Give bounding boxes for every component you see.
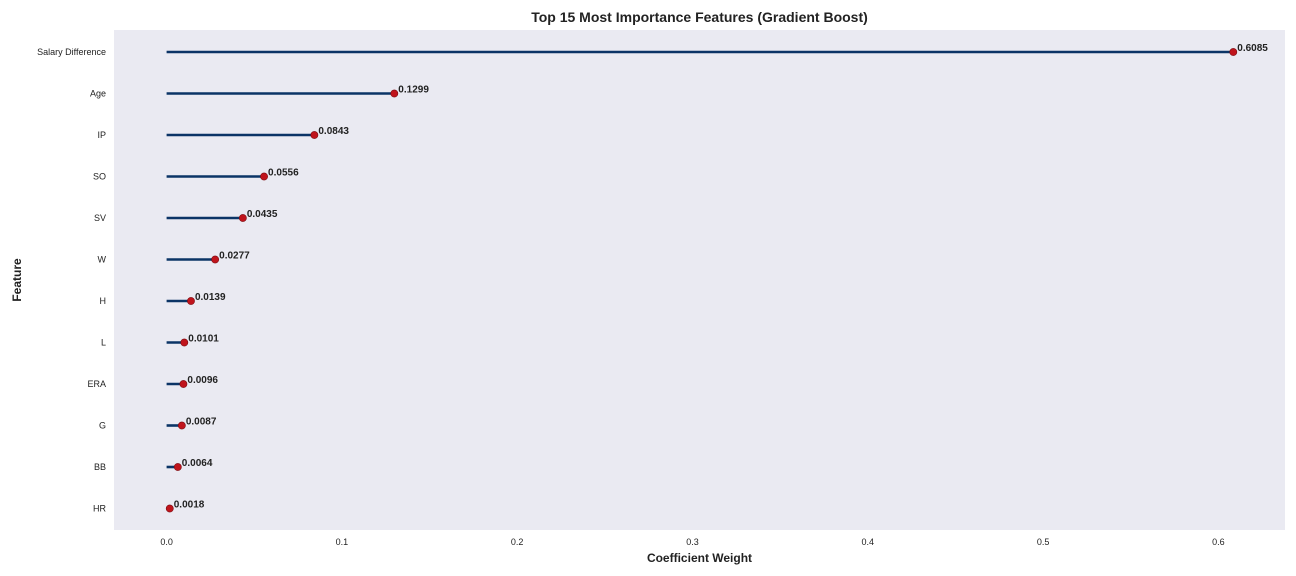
y-tick-label: L [101,338,106,348]
x-axis-label: Coefficient Weight [647,551,752,565]
value-label: 0.6085 [1237,43,1268,54]
marker-sv [238,214,247,222]
value-label: 0.0556 [268,168,299,179]
value-label: 0.0843 [318,126,349,137]
y-tick-label: IP [97,130,106,140]
marker-l [180,338,189,347]
value-label: 0.1299 [398,85,429,96]
value-labels-layer: 0.6085 0.1299 0.0843 0.0556 0.0435 0.0277 0.01… [174,43,1269,511]
x-tick-label: 0.1 [336,537,349,547]
x-tick-label: 0.6 [1212,537,1225,547]
y-tick-label: SV [94,213,106,223]
y-tick-label: Salary Difference [37,47,106,57]
value-label: 0.0096 [187,375,218,386]
marker-g [177,421,186,430]
y-axis-label: Feature [10,258,24,302]
value-label: 0.0139 [195,292,226,303]
value-label: 0.0435 [247,209,278,220]
marker-bb [173,463,182,471]
marker-h [187,297,195,305]
marker-ip [310,131,319,139]
marker-hr [165,504,174,513]
plot-area [114,30,1285,530]
x-tick-label: 0.0 [160,537,173,547]
value-label: 0.0018 [174,500,205,511]
y-tick-label: BB [94,462,106,472]
value-label: 0.0087 [186,417,217,428]
y-tick-label: W [98,255,107,265]
marker-salary-difference [1229,48,1238,56]
y-tick-labels: Salary Difference Age IP SO SV W H L ERA G BB HR [37,47,106,514]
y-tick-label: SO [93,172,106,182]
x-tick-label: 0.3 [686,537,699,547]
markers-layer [165,48,1238,513]
value-label: 0.0101 [188,334,219,345]
marker-so [260,172,268,181]
marker-w [211,255,220,264]
x-tick-label: 0.2 [511,537,524,547]
marker-era [179,380,188,388]
y-tick-label: G [99,421,106,431]
value-label: 0.0277 [219,251,250,262]
y-tick-label: H [100,296,107,306]
x-tick-labels: 0.0 0.1 0.2 0.3 0.4 0.5 0.6 [160,537,1224,547]
y-tick-label: HR [93,504,106,514]
value-label: 0.0064 [182,458,213,469]
chart-title: Top 15 Most Importance Features (Gradien… [531,9,868,25]
y-tick-label: ERA [87,379,106,389]
x-tick-label: 0.5 [1037,537,1050,547]
y-tick-label: Age [90,89,106,99]
marker-age [390,89,399,98]
x-tick-label: 0.4 [862,537,875,547]
